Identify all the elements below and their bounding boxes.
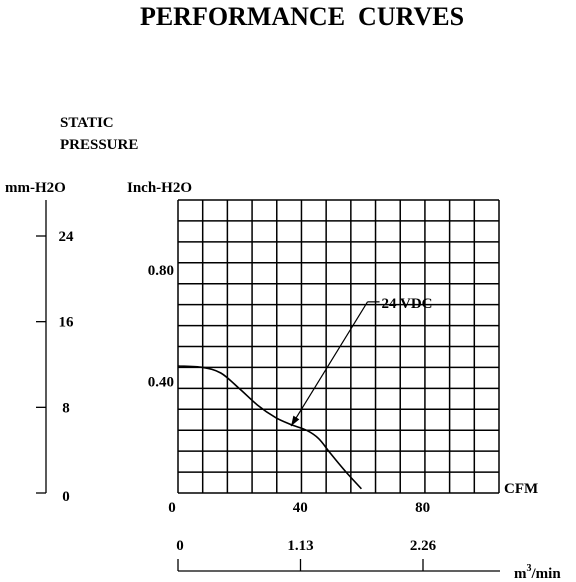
inch-unit-label: Inch-H2O (127, 180, 192, 196)
series-line-24vdc (177, 365, 362, 490)
inch-tick-label: 0.40 (148, 374, 174, 390)
mm-unit-label: mm-H2O (5, 180, 66, 196)
mm-tick-label: 24 (59, 229, 75, 245)
mm-tick-label: 0 (62, 489, 70, 505)
m3-tick-label: 2.26 (410, 538, 437, 554)
mm-axis-ticks: 0 8 16 24 (36, 229, 74, 505)
cfm-tick-label: 0 (168, 500, 176, 516)
annotation-leader-line (290, 301, 369, 427)
m3-tick-label: 0 (176, 538, 184, 554)
annotation-arrowhead (291, 415, 300, 427)
grid (177, 199, 500, 494)
mm-tick-label: 16 (59, 315, 75, 331)
cfm-axis-label: CFM (504, 481, 538, 497)
m3-tick-label: 1.13 (287, 538, 313, 554)
inch-tick-labels: 0.40 0.80 (148, 263, 174, 391)
inch-tick-label: 0.80 (148, 263, 174, 279)
annotation-label-24vdc: 24 VDC (382, 296, 433, 312)
cfm-tick-labels: 0 40 80 (168, 500, 430, 516)
chart-title: PERFORMANCE CURVES (140, 2, 464, 31)
cfm-tick-label: 40 (293, 500, 308, 516)
m3-axis-label: m3/min (514, 563, 561, 582)
cfm-tick-label: 80 (415, 500, 430, 516)
y-axis-label-line-2: PRESSURE (60, 137, 138, 153)
mm-tick-label: 8 (62, 400, 70, 416)
m3-axis-ticks: 0 1.13 2.26 (176, 538, 437, 571)
y-axis-label-line-1: STATIC (60, 115, 114, 131)
